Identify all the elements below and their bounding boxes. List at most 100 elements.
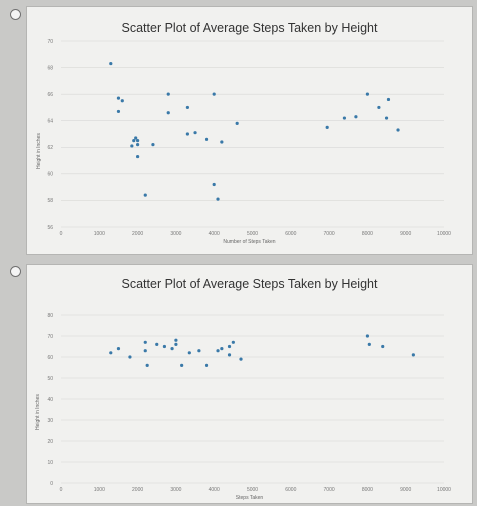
x-tick-label: 5000 — [247, 231, 258, 237]
data-point — [116, 347, 121, 351]
data-point — [136, 139, 140, 143]
chart-panel-2: Scatter Plot of Average Steps Taken by H… — [26, 264, 473, 504]
data-point — [109, 61, 113, 66]
x-tick-label: 6000 — [285, 487, 296, 493]
data-point — [216, 197, 220, 201]
x-tick-label: 7000 — [324, 487, 335, 493]
data-point — [365, 334, 369, 338]
data-point — [145, 363, 149, 367]
x-tick-label: 6000 — [285, 231, 296, 237]
data-point — [155, 342, 159, 346]
x-tick-label: 1000 — [94, 231, 105, 237]
y-tick-label: 60 — [47, 172, 53, 178]
data-point — [212, 182, 216, 187]
data-point — [227, 344, 232, 349]
data-point — [116, 109, 121, 114]
data-point — [216, 349, 220, 353]
data-point — [204, 363, 209, 367]
chart-title: Scatter Plot of Average Steps Taken by H… — [121, 21, 378, 35]
data-point — [187, 351, 191, 355]
data-point — [136, 154, 140, 159]
data-point — [220, 140, 224, 144]
data-point — [220, 347, 224, 351]
data-point — [396, 128, 400, 132]
option-radio-1[interactable] — [10, 9, 21, 20]
data-point — [235, 121, 239, 125]
data-point — [130, 144, 134, 148]
x-tick-label: 7000 — [324, 231, 335, 237]
y-tick-label: 80 — [47, 313, 53, 319]
data-point — [185, 105, 189, 110]
chart-title: Scatter Plot of Average Steps Taken by H… — [121, 277, 378, 291]
scatter-plot-2: 0 10 20 30 40 50 60 70 80 0 1000 2000 3000 4000 5000 60… — [47, 313, 451, 493]
data-point — [381, 344, 385, 349]
data-point — [170, 347, 174, 351]
data-point — [384, 116, 389, 120]
x-tick-label: 0 — [60, 487, 63, 493]
x-tick-label: 8000 — [362, 231, 373, 237]
x-tick-label: 10000 — [437, 487, 451, 493]
x-tick-label: 2000 — [132, 487, 143, 493]
x-tick-label: 9000 — [400, 231, 411, 237]
x-tick-label: 5000 — [247, 487, 258, 493]
data-point — [116, 96, 121, 100]
y-tick-label: 60 — [47, 355, 53, 361]
x-tick-label: 8000 — [362, 487, 373, 493]
data-point — [174, 342, 178, 346]
data-point — [185, 132, 189, 136]
data-point — [151, 143, 155, 147]
data-point — [342, 116, 347, 120]
data-point — [128, 355, 132, 359]
y-tick-label: 0 — [50, 481, 53, 487]
data-point — [120, 99, 124, 103]
data-point — [134, 136, 138, 140]
data-point — [197, 349, 201, 353]
data-point — [354, 115, 358, 119]
x-tick-label: 10000 — [437, 231, 451, 237]
data-point — [193, 131, 197, 135]
y-tick-label: 68 — [47, 65, 53, 71]
data-point — [386, 97, 391, 102]
data-point — [143, 193, 147, 197]
data-point — [136, 143, 140, 147]
scatter-plot-1: 56 58 60 62 64 66 68 70 0 1000 2000 3000 4000 5000 600… — [47, 39, 451, 237]
option-radio-2[interactable] — [10, 266, 21, 277]
chart-panel-1: Scatter Plot of Average Steps Taken by H… — [26, 6, 473, 255]
data-point — [143, 340, 147, 344]
y-tick-label: 50 — [47, 376, 53, 382]
data-point — [377, 105, 381, 110]
x-axis-label: Number of Steps Taken — [223, 239, 276, 245]
x-tick-label: 3000 — [170, 231, 181, 237]
y-tick-label: 66 — [47, 92, 53, 98]
data-point — [204, 137, 209, 141]
data-point — [162, 344, 167, 349]
y-tick-label: 64 — [47, 119, 53, 125]
data-point — [132, 139, 136, 143]
y-tick-label: 40 — [47, 397, 53, 403]
data-point — [166, 92, 170, 96]
y-tick-label: 10 — [47, 460, 53, 466]
data-point — [174, 338, 178, 342]
x-tick-label: 4000 — [209, 231, 220, 237]
y-tick-label: 58 — [47, 198, 53, 204]
data-point — [109, 351, 113, 355]
data-point — [231, 340, 235, 344]
data-point — [367, 342, 371, 346]
y-tick-label: 30 — [47, 418, 53, 424]
y-tick-label: 70 — [47, 39, 53, 45]
x-tick-label: 2000 — [132, 231, 143, 237]
data-point — [180, 363, 184, 367]
y-tick-label: 56 — [47, 225, 53, 231]
y-tick-label: 62 — [47, 145, 53, 151]
data-point — [239, 357, 243, 361]
x-tick-label: 4000 — [209, 487, 220, 493]
data-point — [411, 353, 415, 357]
y-tick-label: 20 — [47, 439, 53, 445]
data-point — [227, 353, 232, 357]
data-point — [143, 349, 147, 353]
x-tick-label: 1000 — [94, 487, 105, 493]
x-axis-label: Steps Taken — [235, 495, 264, 501]
y-tick-label: 70 — [47, 334, 53, 340]
x-tick-label: 0 — [60, 231, 63, 237]
data-point — [325, 125, 329, 129]
